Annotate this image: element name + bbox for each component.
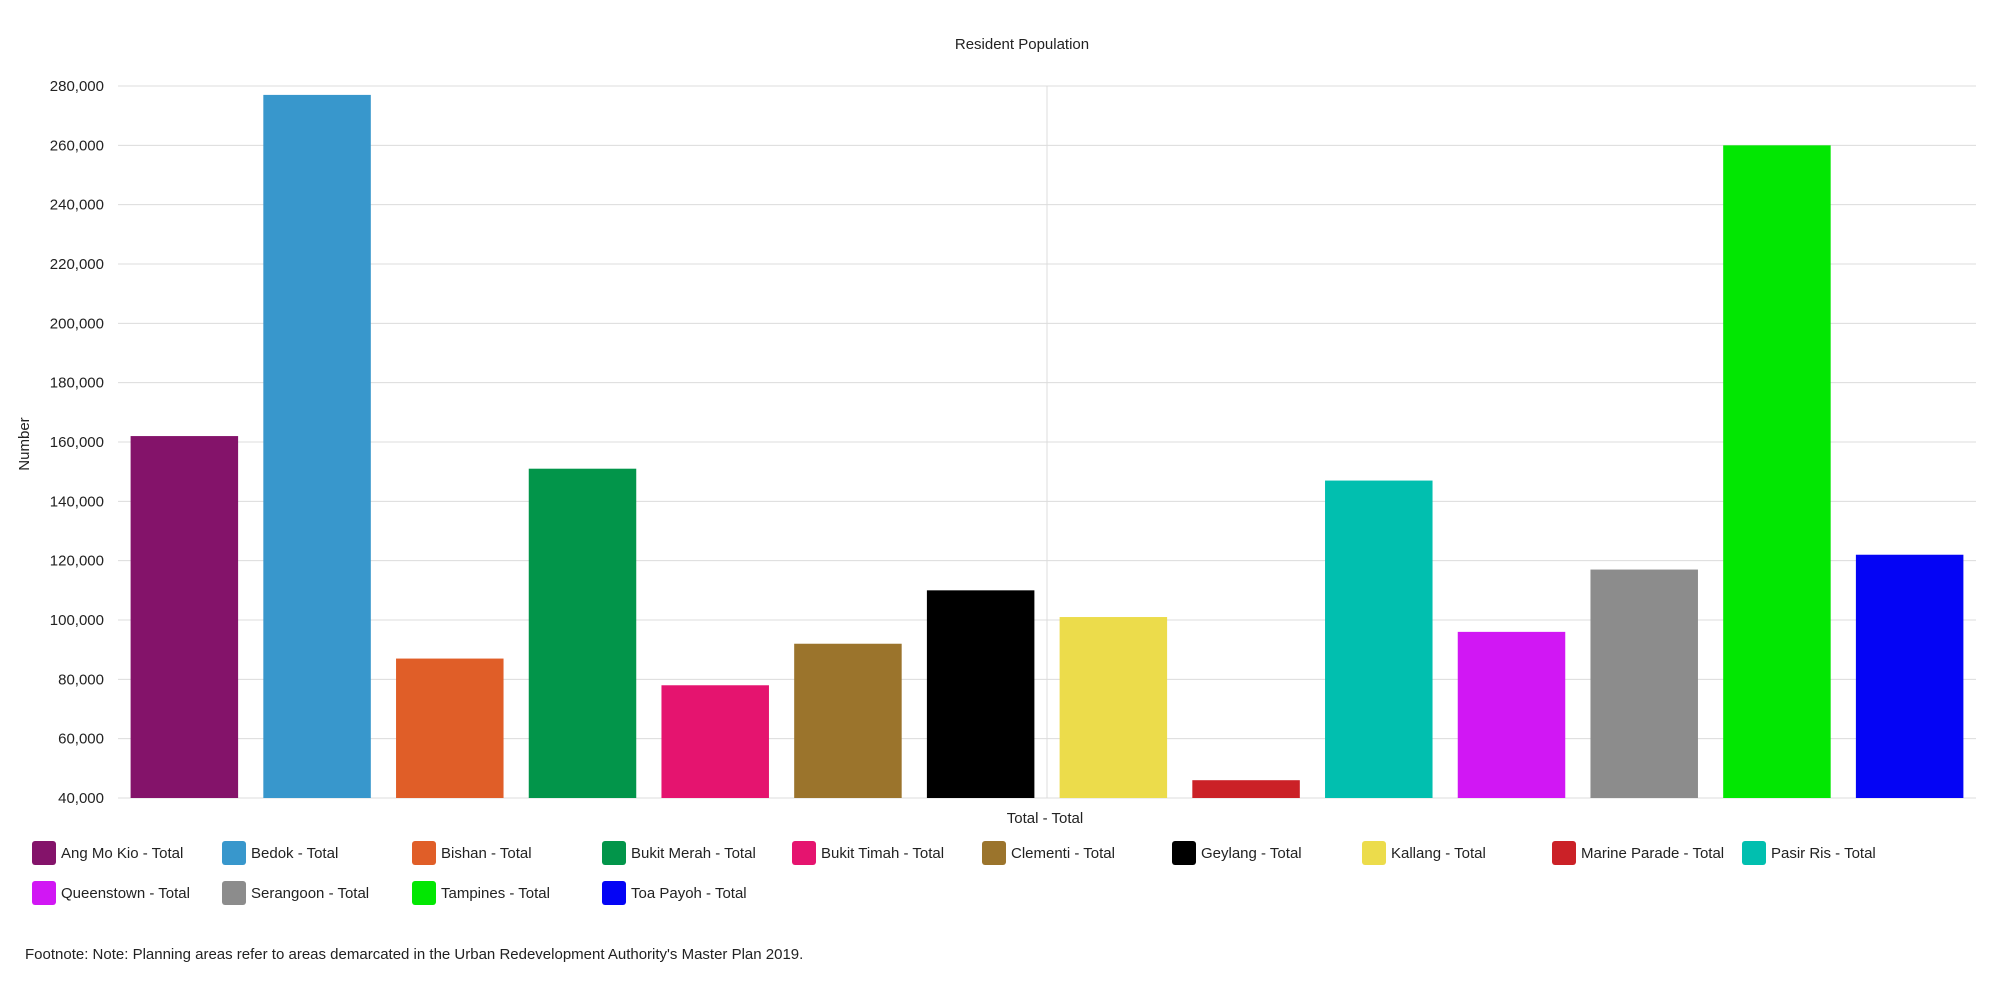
bar-bukit-merah-total[interactable] (528, 468, 637, 798)
y-tick-label: 260,000 (50, 137, 104, 154)
legend-label: Bukit Merah - Total (631, 844, 756, 862)
bar-tampines-total[interactable] (1723, 145, 1831, 799)
legend-label: Bedok - Total (251, 844, 339, 862)
y-axis-ticks: 40,000 60,000 80,000 100,000 120,000 140,000 1… (50, 78, 104, 807)
bar-kallang-total[interactable] (1059, 617, 1168, 798)
legend-label: Pasir Ris - Total (1771, 844, 1876, 862)
legend-swatch (32, 841, 56, 865)
legend-label: Clementi - Total (1011, 844, 1115, 862)
legend-label: Serangoon - Total (251, 884, 370, 902)
chart-title: Resident Population (955, 36, 1089, 53)
y-tick-label: 140,000 (50, 493, 104, 510)
legend-swatch (1172, 841, 1196, 865)
y-tick-label: 240,000 (50, 197, 104, 214)
legend-swatch (222, 881, 246, 905)
y-tick-label: 100,000 (50, 612, 104, 629)
legend-item[interactable]: Bedok - Total (222, 840, 412, 866)
bar-marine-parade-total[interactable] (1192, 780, 1300, 798)
y-tick-label: 200,000 (50, 315, 104, 332)
grid-layer (118, 85, 1976, 799)
legend-label: Queenstown - Total (61, 884, 190, 902)
bar-clementi-total[interactable] (794, 643, 902, 798)
bar-bedok-total[interactable] (263, 94, 371, 798)
legend-item[interactable]: Tampines - Total (412, 880, 602, 906)
legend-swatch (1362, 841, 1386, 865)
legend-item[interactable]: Queenstown - Total (32, 880, 222, 906)
legend-item[interactable]: Kallang - Total (1362, 840, 1552, 866)
legend-label: Marine Parade - Total (1581, 844, 1725, 862)
legend-item[interactable]: Bishan - Total (412, 840, 602, 866)
legend-label: Kallang - Total (1391, 844, 1486, 862)
y-tick-label: 80,000 (58, 671, 104, 688)
chart-legend: Ang Mo Kio - Total Bedok - Total Bishan - … (32, 840, 1992, 906)
bar-pasir-ris-total[interactable] (1325, 480, 1433, 798)
bar-bukit-timah-total[interactable] (661, 685, 769, 798)
legend-swatch (222, 841, 246, 865)
y-tick-label: 220,000 (50, 256, 104, 273)
bar-serangoon-total[interactable] (1590, 569, 1698, 798)
y-tick-label: 60,000 (58, 731, 104, 748)
legend-swatch (1742, 841, 1766, 865)
footnote: Footnote: Note: Planning areas refer to … (25, 946, 804, 963)
legend-item[interactable]: Geylang - Total (1172, 840, 1362, 866)
legend-item[interactable]: Toa Payoh - Total (602, 880, 792, 906)
bar-queenstown-total[interactable] (1457, 631, 1566, 798)
legend-swatch (412, 841, 436, 865)
legend-label: Geylang - Total (1201, 844, 1302, 862)
legend-label: Bukit Timah - Total (821, 844, 945, 862)
y-tick-label: 120,000 (50, 553, 104, 570)
legend-label: Ang Mo Kio - Total (61, 844, 184, 862)
x-axis-label: Total - Total (1007, 810, 1083, 827)
legend-label: Tampines - Total (441, 884, 550, 902)
legend-swatch (1552, 841, 1576, 865)
y-tick-label: 280,000 (50, 78, 104, 95)
y-tick-label: 180,000 (50, 375, 104, 392)
legend-item[interactable]: Bukit Timah - Total (792, 840, 982, 866)
legend-swatch (412, 881, 436, 905)
legend-swatch (602, 881, 626, 905)
legend-item[interactable]: Serangoon - Total (222, 880, 412, 906)
bars-layer (130, 94, 1964, 799)
legend-item[interactable]: Bukit Merah - Total (602, 840, 792, 866)
legend-label: Toa Payoh - Total (631, 884, 747, 902)
legend-swatch (792, 841, 816, 865)
legend-swatch (982, 841, 1006, 865)
bar-geylang-total[interactable] (926, 590, 1035, 798)
bar-toa-payoh-total[interactable] (1855, 554, 1964, 798)
legend-label: Bishan - Total (441, 844, 532, 862)
legend-item[interactable]: Pasir Ris - Total (1742, 840, 1932, 866)
legend-swatch (32, 881, 56, 905)
y-tick-label: 160,000 (50, 434, 104, 451)
legend-item[interactable]: Clementi - Total (982, 840, 1172, 866)
legend-swatch (602, 841, 626, 865)
bar-bishan-total[interactable] (396, 658, 504, 798)
legend-item[interactable]: Marine Parade - Total (1552, 840, 1742, 866)
y-axis-label: Number (16, 417, 33, 470)
legend-item[interactable]: Ang Mo Kio - Total (32, 840, 222, 866)
bar-chart: 40,000 60,000 80,000 100,000 120,000 140,000 1… (16, 36, 1976, 827)
y-tick-label: 40,000 (58, 790, 104, 807)
bar-ang-mo-kio-total[interactable] (130, 436, 239, 798)
